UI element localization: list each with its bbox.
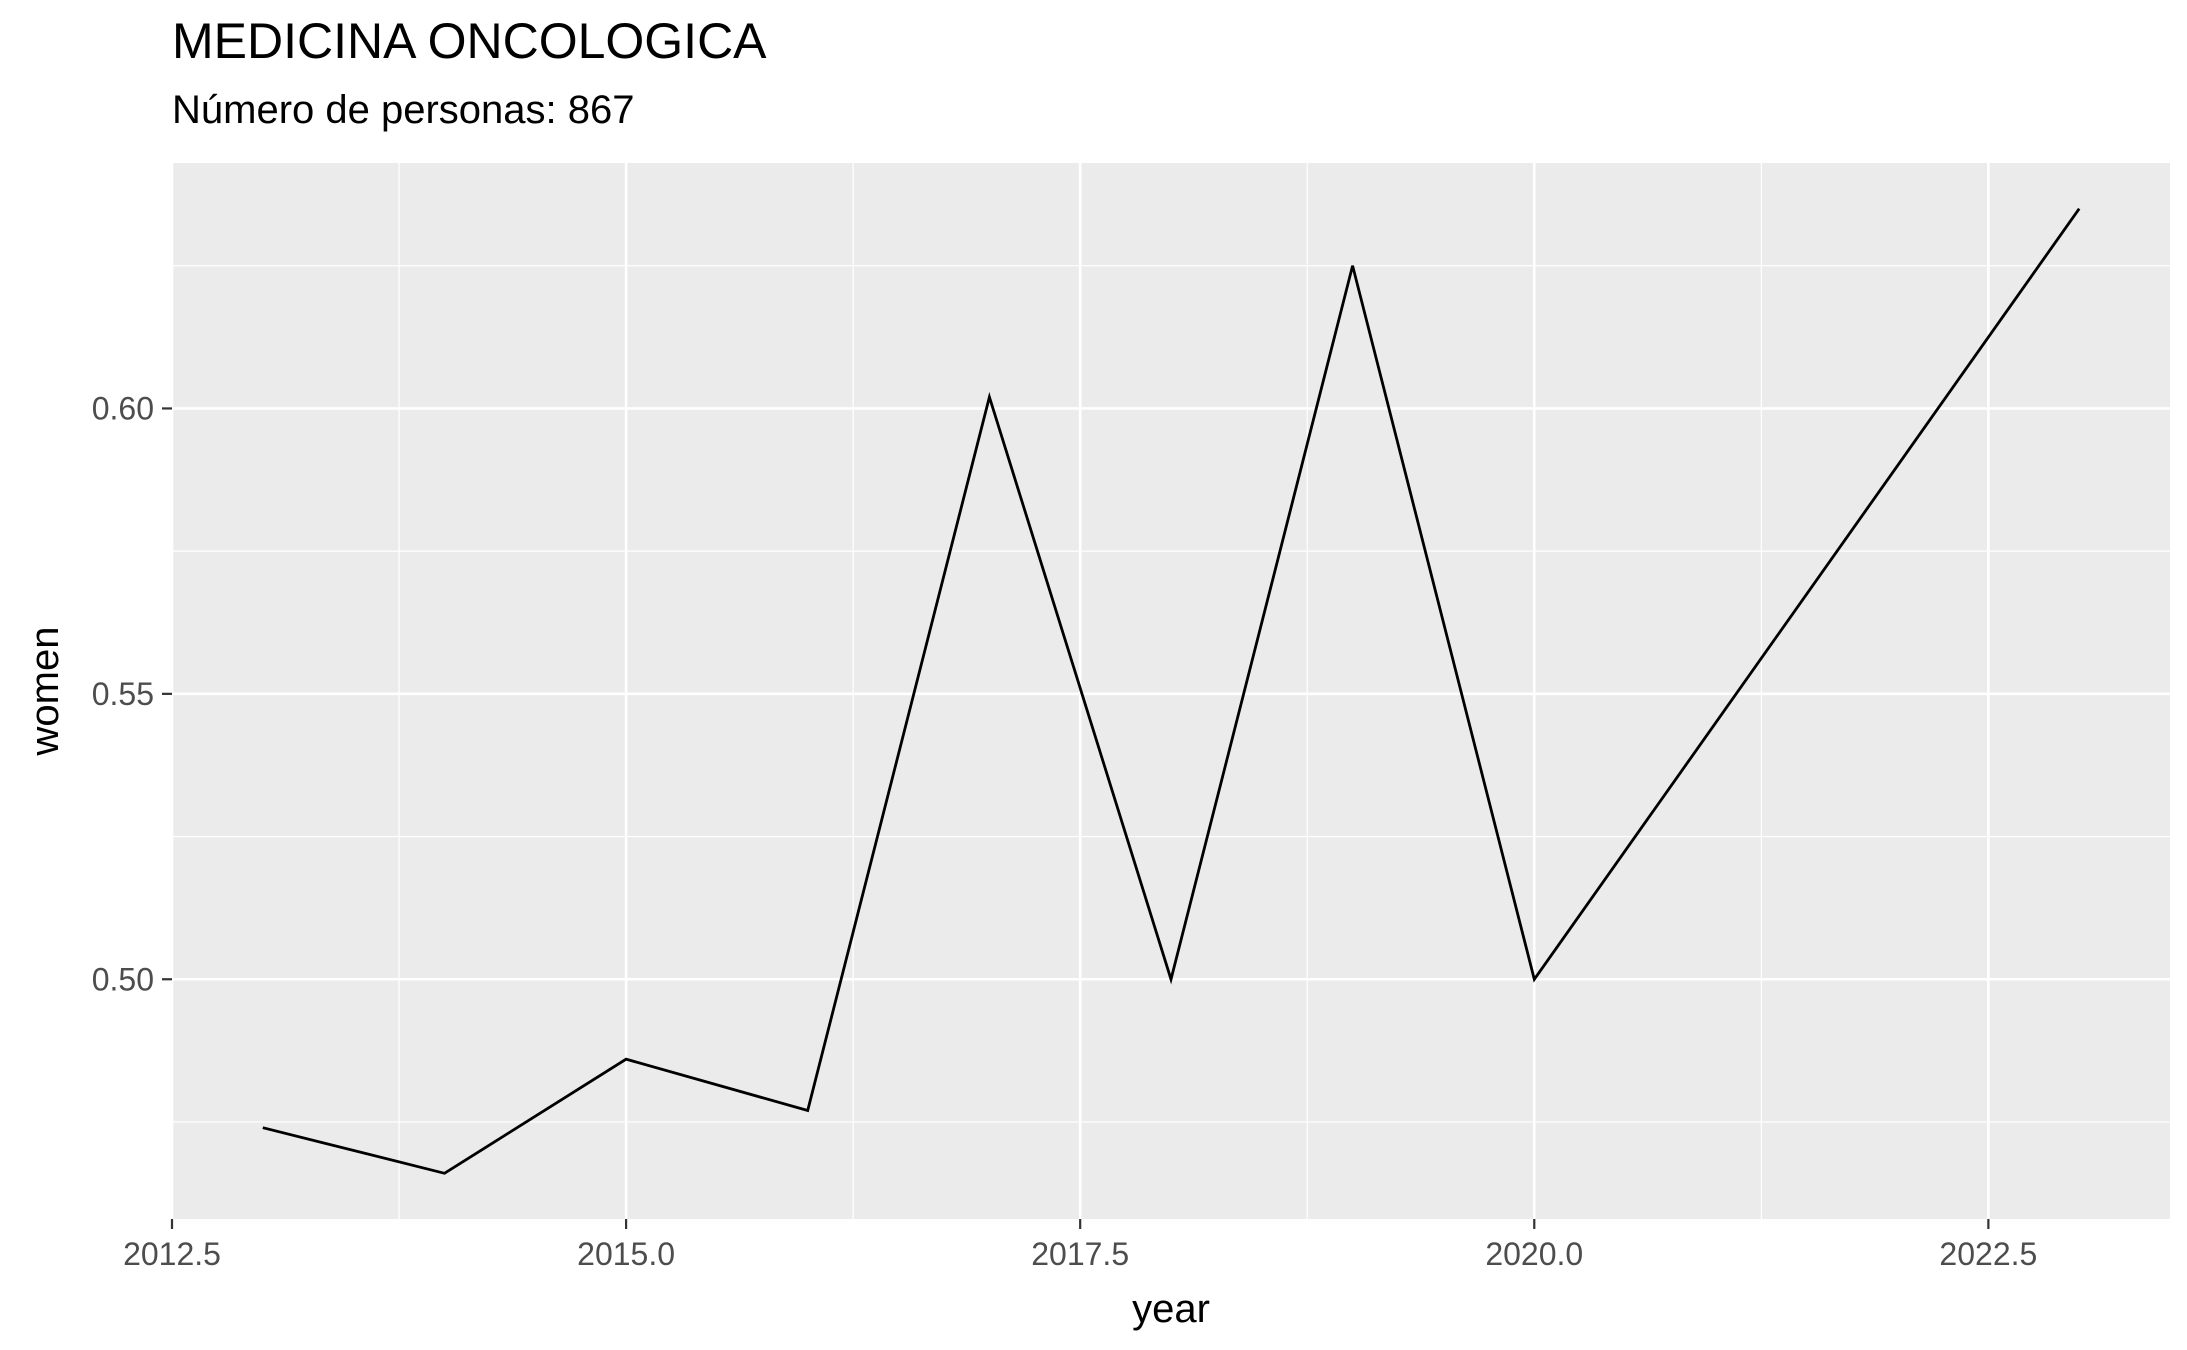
plot-panel xyxy=(172,163,2170,1219)
x-axis-title: year xyxy=(1132,1287,1210,1331)
x-tick-label: 2020.0 xyxy=(1485,1236,1583,1272)
y-axis-title: women xyxy=(23,627,67,757)
y-tick-label: 0.50 xyxy=(92,961,154,997)
series-layer xyxy=(262,207,2081,1175)
x-tick-label: 2015.0 xyxy=(577,1236,675,1272)
x-tick-label: 2017.5 xyxy=(1031,1236,1129,1272)
y-tick-label: 0.55 xyxy=(92,676,154,712)
x-tick-label: 2012.5 xyxy=(123,1236,221,1272)
chart-title: MEDICINA ONCOLOGICA xyxy=(172,13,767,69)
x-tick-labels: 2012.5 2015.0 2017.5 2020.0 2022.5 xyxy=(123,1236,2037,1272)
y-tick-label: 0.60 xyxy=(92,390,154,426)
x-tick-label: 2022.5 xyxy=(1939,1236,2037,1272)
chart-subtitle: Número de personas: 867 xyxy=(172,88,635,132)
axis-ticks xyxy=(162,407,1990,1229)
series-line xyxy=(262,207,2081,1175)
y-tick-labels: 0.50 0.55 0.60 xyxy=(92,390,154,997)
